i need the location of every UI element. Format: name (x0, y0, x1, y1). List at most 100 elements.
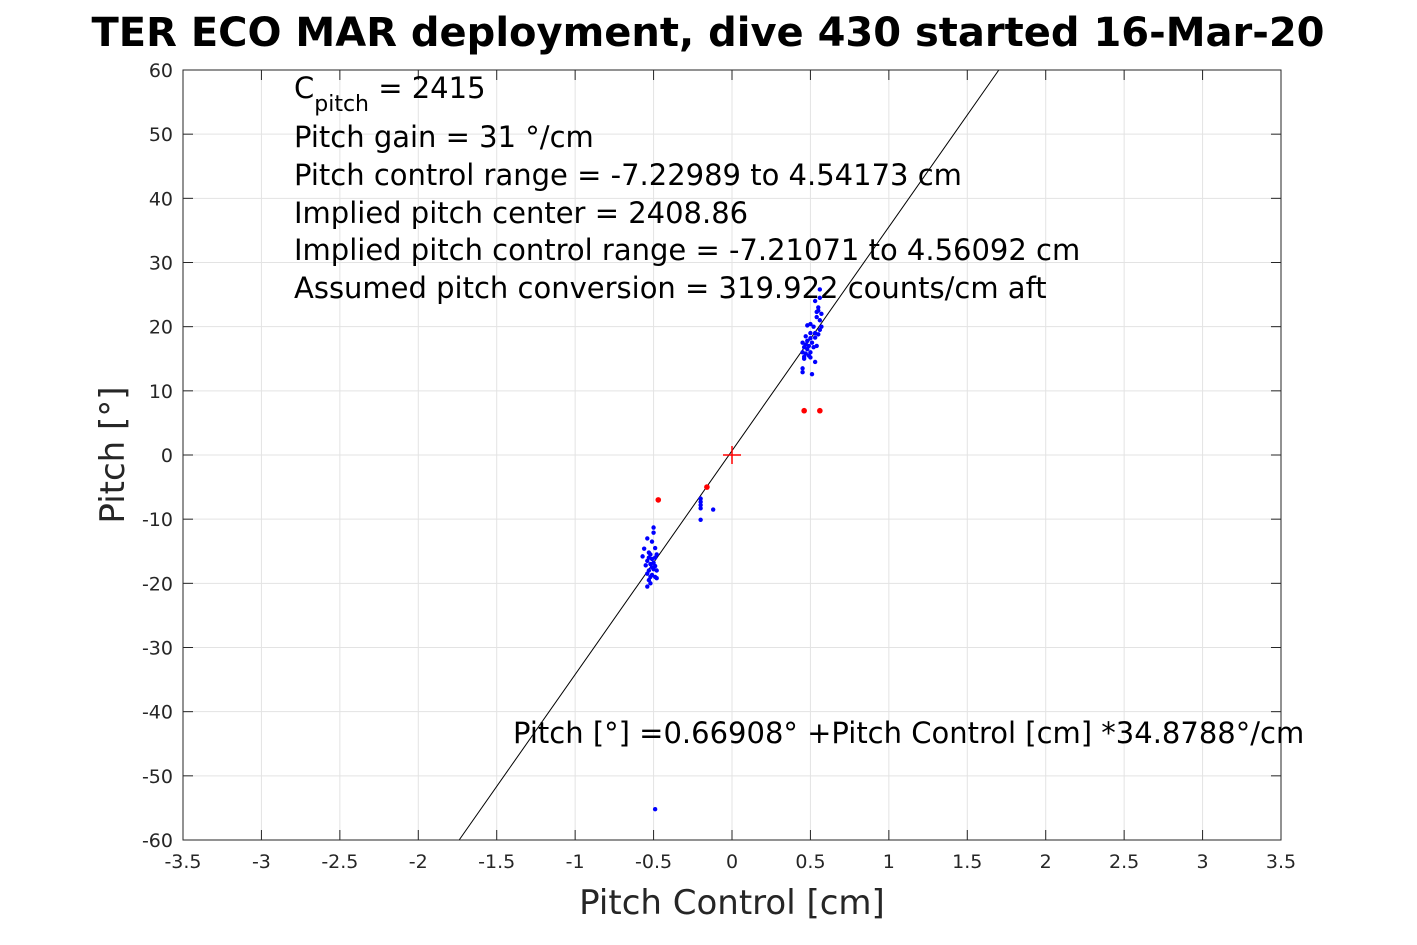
points (640, 287, 824, 812)
good-point (812, 298, 818, 304)
ticks: -3.5 -3 -2.5 -2 -1.5 -1 -0.5 0 0.5 1 1.5 2 2.5 3 3.5 -6… (142, 60, 1296, 873)
good-point (641, 546, 647, 551)
good-point (800, 366, 805, 371)
x-tick-label: -1 (566, 851, 585, 873)
good-point (698, 502, 703, 508)
good-point (808, 355, 813, 360)
x-tick-label: -2.5 (321, 851, 358, 873)
x-tick-label: 0.5 (795, 851, 825, 873)
good-point (814, 314, 819, 320)
good-point (654, 576, 659, 581)
good-point (640, 554, 645, 559)
good-point (648, 581, 653, 586)
y-tick-label: 20 (149, 317, 173, 339)
good-point (817, 295, 823, 300)
annotation-line: Assumed pitch conversion = 319.922 count… (294, 271, 1047, 305)
good-point (652, 563, 658, 569)
flagged-point (817, 407, 823, 414)
good-point (645, 558, 650, 564)
y-tick-label: -60 (142, 830, 173, 852)
good-point (645, 536, 650, 541)
cpitch-line: Cpitch = 2415 (294, 71, 486, 117)
y-tick-label: 40 (149, 188, 173, 210)
chart-title: TER ECO MAR deployment, dive 430 started… (91, 10, 1324, 56)
good-point (808, 330, 813, 336)
annotation-line: Pitch control range = -7.22989 to 4.5417… (294, 158, 962, 192)
good-point (652, 807, 658, 812)
flagged-point (704, 484, 710, 490)
x-tick-label: -3.5 (164, 851, 201, 873)
good-point (654, 568, 659, 573)
fit-equation: Pitch [°] =0.66908° +Pitch Control [cm] … (513, 716, 1304, 750)
good-point (808, 321, 813, 327)
cpitch-symbol: C (294, 71, 314, 105)
good-point (809, 340, 815, 345)
annotation-line: Pitch gain = 31 °/cm (294, 120, 594, 154)
y-tick-label: -50 (142, 766, 173, 788)
good-point (698, 496, 703, 501)
good-point (698, 499, 703, 505)
cpitch-value: = 2415 (369, 71, 486, 105)
good-point (817, 327, 823, 333)
good-point (816, 305, 821, 310)
good-point (809, 371, 815, 377)
good-point (698, 506, 703, 511)
good-point (643, 563, 648, 568)
good-point (812, 359, 818, 365)
good-point (800, 370, 805, 375)
y-tick-label: 60 (149, 60, 173, 82)
x-tick-label: 1.5 (952, 851, 982, 873)
good-point (652, 545, 658, 551)
y-tick-label: 0 (161, 445, 173, 467)
x-tick-label: 0 (726, 851, 738, 873)
good-point (698, 517, 703, 523)
good-point (817, 287, 823, 292)
x-tick-label: -0.5 (635, 851, 672, 873)
good-point (806, 343, 812, 349)
good-point (651, 530, 656, 535)
x-tick-label: -3 (252, 851, 271, 873)
good-point (649, 556, 655, 562)
x-tick-label: 2.5 (1109, 851, 1139, 873)
y-tick-label: -20 (142, 573, 173, 595)
good-point (816, 332, 821, 337)
good-point (811, 324, 816, 329)
good-point (710, 507, 716, 512)
x-tick-label: 3.5 (1266, 851, 1296, 873)
y-tick-label: 10 (149, 381, 173, 403)
y-tick-label: -10 (142, 509, 173, 531)
good-point (645, 584, 650, 589)
x-tick-label: 3 (1197, 851, 1209, 873)
x-tick-label: -1.5 (478, 851, 515, 873)
y-tick-label: -40 (142, 702, 173, 724)
x-tick-label: 2 (1040, 851, 1052, 873)
good-point (814, 309, 819, 315)
good-point (646, 550, 652, 555)
x-axis-label: Pitch Control [cm] (579, 883, 885, 923)
good-point (812, 335, 818, 340)
grid (182, 69, 1282, 841)
good-point (803, 334, 808, 339)
good-point (801, 356, 807, 361)
cpitch-sub: pitch (314, 92, 369, 117)
good-point (808, 336, 813, 341)
annotation-block: Cpitch = 2415 Pitch gain = 31 °/cm Pitch… (294, 71, 1304, 750)
good-point (651, 525, 656, 530)
good-point (654, 552, 659, 557)
y-tick-label: 30 (149, 253, 173, 275)
good-point (814, 343, 819, 349)
y-tick-label: -30 (142, 638, 173, 660)
annotation-line: Implied pitch center = 2408.86 (294, 196, 748, 230)
good-point (805, 338, 810, 343)
x-tick-label: -2 (409, 851, 428, 873)
annotation-line: Implied pitch control range = -7.21071 t… (294, 233, 1080, 267)
flagged-point (801, 407, 807, 414)
y-axis-label: Pitch [°] (93, 386, 133, 523)
good-point (817, 318, 823, 323)
good-point (649, 539, 655, 544)
x-tick-label: 1 (883, 851, 895, 873)
y-tick-label: 50 (149, 124, 173, 146)
good-point (819, 311, 824, 317)
good-point (645, 571, 650, 576)
